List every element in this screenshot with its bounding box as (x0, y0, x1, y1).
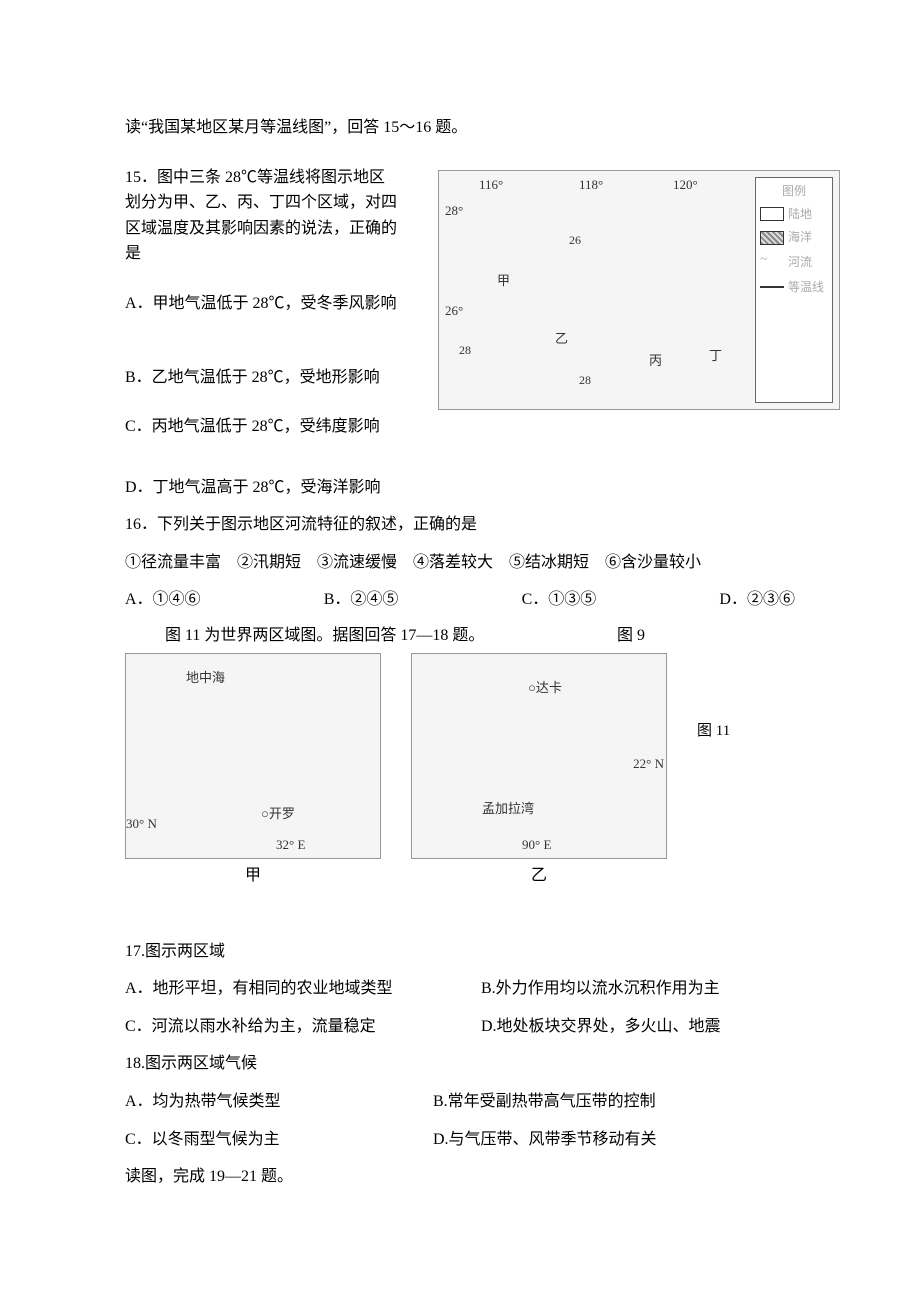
label-bengal: 孟加拉湾 (482, 799, 534, 820)
q15-optC: C．丙地气温低于 28℃，受纬度影响 (125, 414, 400, 440)
label-cairo: ○开罗 (261, 804, 295, 825)
q15-optB: B．乙地气温低于 28℃，受地形影响 (125, 365, 400, 391)
q18-optA: A．均为热带气候类型 (125, 1089, 419, 1115)
lon-120: 120° (673, 175, 698, 196)
q15-optD: D．丁地气温高于 28℃，受海洋影响 (125, 475, 795, 501)
map-legend: 图例 陆地 海洋 河流 等温线 (755, 177, 833, 403)
lat-22n: 22° N (633, 754, 664, 775)
isotherm-map: 116° 118° 120° 28° 26° 26 28 28 甲 乙 丙 丁 … (438, 170, 840, 410)
legend-ocean: 海洋 (788, 228, 812, 247)
region-yi: 乙 (555, 329, 568, 350)
legend-iso: 等温线 (788, 278, 824, 297)
outro: 读图，完成 19—21 题。 (125, 1164, 795, 1190)
q18-optB: B.常年受副热带高气压带的控制 (433, 1089, 795, 1115)
lat-28: 28° (445, 201, 463, 222)
fig11-caption: 图 11 为世界两区域图。据图回答 17—18 题。 (165, 623, 484, 649)
iso-28b: 28 (579, 371, 591, 390)
jia-caption: 甲 (245, 863, 261, 889)
lat-30n: 30° N (126, 814, 157, 835)
lon-90e: 90° E (522, 835, 551, 856)
fig9-label: 图 9 (617, 623, 645, 649)
q16-optD: D．②③⑥ (719, 587, 795, 613)
swatch-river (760, 251, 784, 273)
q15-stem: 15．图中三条 28℃等温线将图示地区划分为甲、乙、丙、丁四个区域，对四区域温度… (125, 165, 400, 267)
fig-row: 地中海 ○开罗 30° N 32° E 甲 ○达卡 孟加拉湾 22° N 90°… (125, 653, 795, 889)
submap-yi: ○达卡 孟加拉湾 22° N 90° E 乙 (411, 653, 667, 889)
legend-title: 图例 (760, 182, 828, 201)
label-med: 地中海 (186, 668, 225, 689)
region-ding: 丁 (709, 346, 722, 367)
swatch-ocean (760, 231, 784, 245)
fig11-side-label: 图 11 (697, 719, 730, 743)
submap-jia: 地中海 ○开罗 30° N 32° E 甲 (125, 653, 381, 889)
q16-stem: 16．下列关于图示地区河流特征的叙述，正确的是 (125, 512, 795, 538)
q16-optA: A．①④⑥ (125, 587, 201, 613)
q17-optA: A．地形平坦，有相同的农业地域类型 (125, 976, 467, 1002)
q17-optB: B.外力作用均以流水沉积作用为主 (481, 976, 795, 1002)
q16-optB: B．②④⑤ (324, 587, 399, 613)
iso-28a: 28 (459, 341, 471, 360)
q16-circled: ①径流量丰富 ②汛期短 ③流速缓慢 ④落差较大 ⑤结冰期短 ⑥含沙量较小 (125, 550, 795, 576)
q15-block: 15．图中三条 28℃等温线将图示地区划分为甲、乙、丙、丁四个区域，对四区域温度… (125, 165, 795, 455)
q18-stem: 18.图示两区域气候 (125, 1051, 795, 1077)
label-dhaka: ○达卡 (528, 678, 562, 699)
lat-26: 26° (445, 301, 463, 322)
legend-land: 陆地 (788, 205, 812, 224)
q16-optC: C．①③⑤ (522, 587, 597, 613)
lon-116: 116° (479, 175, 503, 196)
q17-optD: D.地处板块交界处，多火山、地震 (481, 1014, 795, 1040)
intro-text: 读“我国某地区某月等温线图”，回答 15～16 题。 (125, 115, 795, 141)
lon-118: 118° (579, 175, 603, 196)
legend-river: 河流 (788, 253, 812, 272)
region-bing: 丙 (649, 351, 662, 372)
q18-optC: C．以冬雨型气候为主 (125, 1127, 419, 1153)
region-jia: 甲 (497, 271, 510, 292)
swatch-land (760, 207, 784, 221)
q17-stem: 17.图示两区域 (125, 939, 795, 965)
q15-optA: A．甲地气温低于 28℃，受冬季风影响 (125, 291, 400, 317)
lon-32e: 32° E (276, 835, 305, 856)
iso-26: 26 (569, 231, 581, 250)
swatch-iso (760, 286, 784, 288)
q17-optC: C．河流以雨水补给为主，流量稳定 (125, 1014, 467, 1040)
q18-optD: D.与气压带、风带季节移动有关 (433, 1127, 795, 1153)
yi-caption: 乙 (531, 863, 547, 889)
